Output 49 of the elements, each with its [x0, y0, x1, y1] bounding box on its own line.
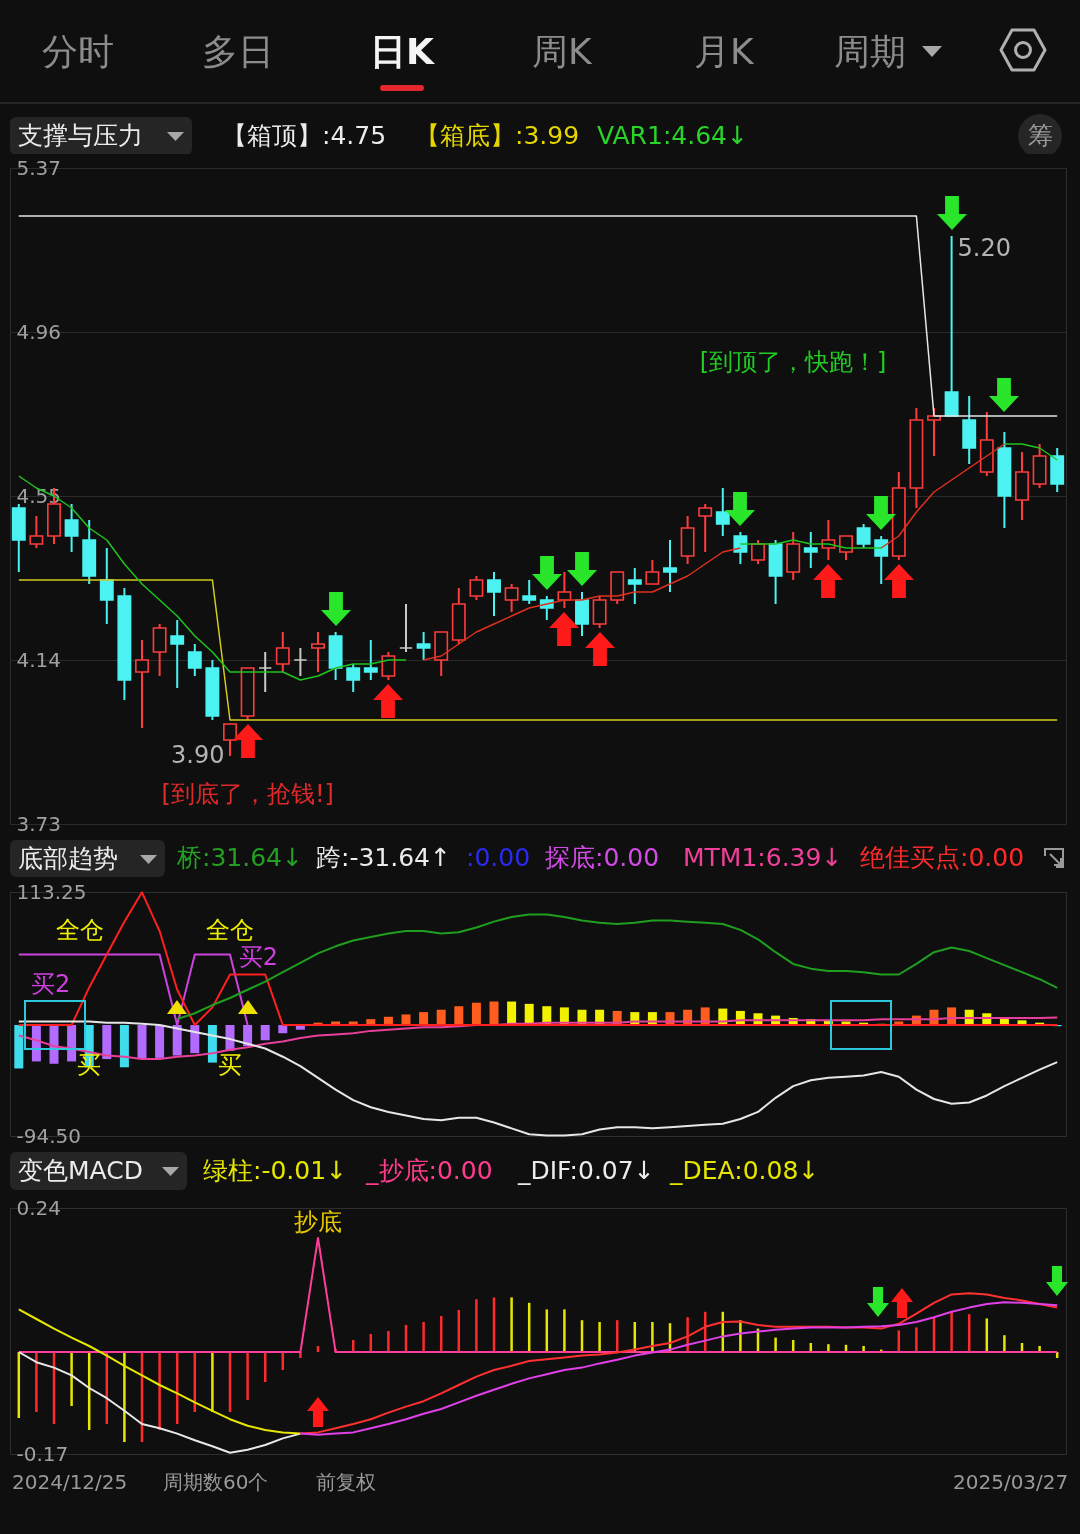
chart-title: 支撑与压力 [18, 121, 143, 151]
annotation: 全仓 [206, 915, 254, 945]
text: :0.00 [466, 843, 531, 873]
annotation: [到顶了，快跑！] [699, 347, 887, 377]
annotation: 抄底 [294, 1207, 342, 1237]
chart-title: 变色MACD [18, 1156, 143, 1186]
text: 多日 [202, 30, 274, 74]
y-tick-label: -0.17 [16, 1441, 69, 1466]
y-tick-label: 0.24 [16, 1195, 62, 1220]
annotation: 买2 [30, 969, 71, 999]
text: 日K [370, 30, 434, 74]
text: 周K [532, 30, 592, 74]
text: _DIF:0.07↓ [518, 1156, 655, 1186]
text: _抄底:0.00 [366, 1156, 493, 1186]
text: MTM1:6.39↓ [683, 843, 843, 873]
text: 前复权 [316, 1470, 376, 1494]
text: VAR1:4.64↓ [597, 121, 748, 151]
dropdown-button: 支撑与压力 [10, 117, 192, 155]
y-tick-label: -94.50 [16, 1123, 81, 1148]
text: 筹 [1027, 121, 1053, 151]
dropdown-button: 底部趋势 [10, 840, 165, 877]
text: 2024/12/25 [12, 1470, 128, 1494]
text: 绝佳买点:0.00 [860, 843, 1025, 873]
text: 【箱顶】:4.75 [222, 121, 387, 151]
text: 绿柱:-0.01↓ [203, 1156, 348, 1186]
chart-title: 底部趋势 [18, 843, 118, 874]
y-tick-label: 3.73 [16, 811, 62, 836]
annotation: 3.90 [171, 741, 225, 771]
text: _DEA:0.08↓ [670, 1156, 820, 1186]
text: 周期数60个 [163, 1470, 269, 1494]
annotation: [到底了，抢钱!] [161, 780, 334, 809]
text: 2025/03/27 [953, 1470, 1069, 1494]
annotation: 买2 [238, 943, 278, 973]
dropdown-button: 变色MACD [10, 1152, 187, 1190]
text: 分时 [42, 30, 114, 74]
y-tick-label: 113.25 [16, 879, 87, 904]
annotation: 买 [77, 1050, 102, 1080]
text: 月K [694, 30, 754, 74]
annotation: 买 [218, 1050, 242, 1080]
y-tick-label: 4.14 [16, 647, 62, 672]
y-tick-label: 4.96 [16, 319, 62, 344]
annotation: 全仓 [56, 915, 105, 945]
annotation: 5.20 [957, 233, 1012, 263]
text: 【箱底】:3.99 [415, 121, 580, 151]
text: 跨:-31.64↑ [316, 843, 451, 873]
text: 探底:0.00 [545, 843, 660, 873]
y-tick-label: 5.37 [16, 155, 62, 180]
text: 周期 [834, 30, 906, 74]
text: 桥:31.64↓ [177, 843, 303, 873]
